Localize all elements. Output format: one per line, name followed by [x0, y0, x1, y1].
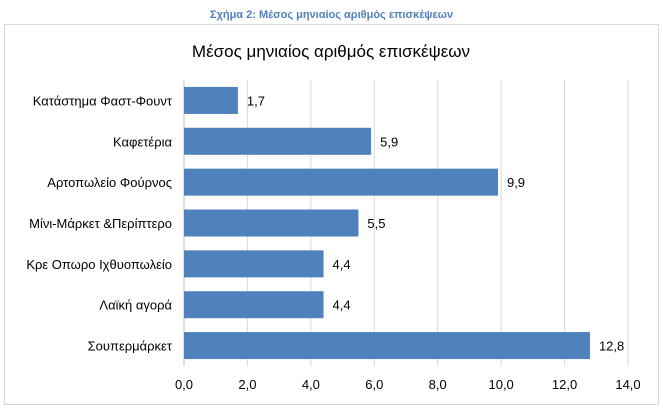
category-label: Κρε Οπωρο Ιχθυοπωλείο [26, 257, 172, 272]
bar [184, 332, 590, 360]
data-label: 9,9 [507, 175, 525, 190]
category-label: Σουπερμάρκετ [88, 339, 173, 354]
x-tick-label: 0,0 [175, 377, 193, 392]
chart-title: Μέσος μηνιαίος αριθμός επισκέψεων [192, 42, 470, 61]
x-tick-label: 8,0 [429, 377, 447, 392]
category-label: Αρτοπωλείο Φούρνος [47, 175, 172, 190]
x-tick-label: 4,0 [302, 377, 320, 392]
category-label: Λαϊκή αγορά [99, 298, 172, 313]
bar [184, 291, 324, 319]
category-label: Κατάστημα Φαστ-Φουντ [33, 93, 173, 108]
x-tick-label: 12,0 [552, 377, 577, 392]
data-label: 5,9 [380, 134, 398, 149]
data-label: 4,4 [333, 257, 351, 272]
x-tick-label: 14,0 [615, 377, 640, 392]
data-label: 5,5 [367, 216, 385, 231]
bar [184, 86, 238, 114]
category-label: Μίνι-Μάρκετ &Περίπτερο [29, 216, 172, 231]
x-tick-label: 6,0 [365, 377, 383, 392]
bar [184, 127, 372, 155]
bar [184, 168, 498, 196]
bar [184, 250, 324, 278]
category-label: Καφετέρια [113, 134, 172, 149]
data-label: 4,4 [333, 298, 351, 313]
data-label: 1,7 [247, 93, 265, 108]
x-tick-label: 2,0 [238, 377, 256, 392]
x-tick-label: 10,0 [488, 377, 513, 392]
bar [184, 209, 359, 237]
data-label: 12,8 [599, 339, 624, 354]
figure-caption: Σχήμα 2: Μέσος μηνιαίος αριθμός επισκέψε… [209, 9, 454, 21]
chart-frame [4, 24, 659, 405]
